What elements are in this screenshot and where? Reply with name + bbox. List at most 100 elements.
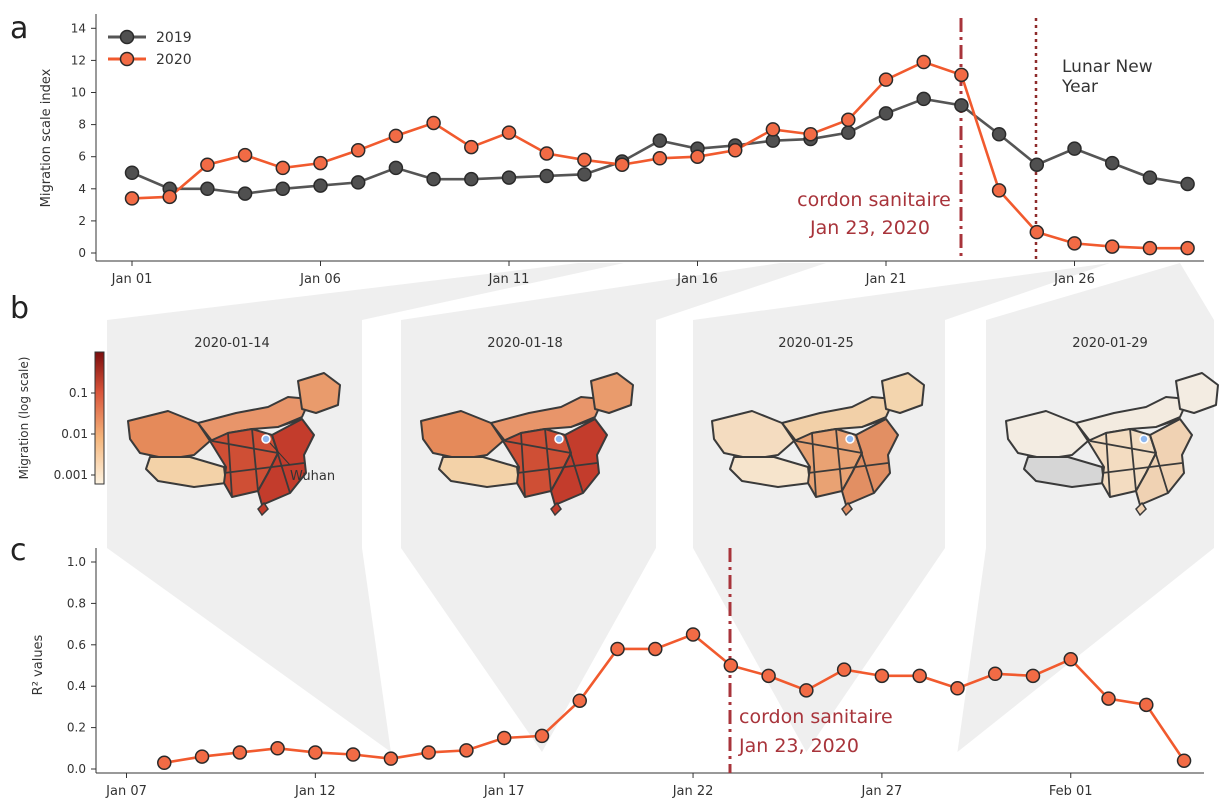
map-row: 2020-01-14 Wuhan 2020-01-18 2020-01-25 2020-… [127, 336, 1219, 517]
hainan-island [257, 501, 269, 517]
connector-wedge [107, 263, 624, 752]
r2-point [534, 728, 550, 744]
r2-point [648, 641, 663, 657]
point-2019 [1180, 176, 1195, 192]
wuhan-marker [261, 434, 271, 444]
x-tick-label: Jan 17 [483, 784, 525, 799]
legend: 2019 2020 [108, 29, 192, 68]
migration-chart: Migration scale index 0 2 4 6 8 10 12 14 Jan 01… [39, 14, 1204, 287]
point-2020 [237, 147, 253, 163]
point-2020 [841, 112, 856, 128]
r2-point [1025, 668, 1041, 684]
cordon-annotation-line1: cordon sanitaire [739, 706, 893, 728]
point-2019 [426, 171, 441, 187]
panel-label-c: c [10, 533, 27, 568]
y-tick-label: 0.4 [67, 679, 86, 693]
x-ticks: Jan 01 Jan 06 Jan 11 Jan 16 Jan 21 Jan 26 [111, 261, 1095, 287]
province-borders [504, 418, 598, 498]
cordon-annotation-line1: cordon sanitaire [797, 189, 951, 211]
point-2019 [200, 181, 215, 197]
point-2020 [916, 54, 931, 70]
y-tick-label: 0.8 [67, 596, 86, 610]
r2-point [308, 745, 323, 760]
region-northeast [297, 372, 341, 414]
x-tick-label: Jan 06 [299, 272, 341, 287]
region-tibet [145, 456, 227, 488]
point-2020 [1067, 236, 1082, 251]
point-2019 [1067, 141, 1082, 156]
point-2020 [124, 191, 140, 206]
point-2019 [878, 106, 894, 121]
point-2019 [501, 170, 517, 185]
y-axis-label: Migration scale index [39, 68, 54, 207]
point-2019 [652, 133, 668, 148]
y-tick-label: 14 [71, 21, 86, 35]
y-tick-label: 1.0 [67, 555, 86, 569]
legend-2019-marker [119, 29, 135, 45]
y-ticks: 0 2 4 6 8 10 12 14 [71, 21, 96, 260]
y-axis-label: R² values [31, 634, 46, 695]
point-2020 [388, 128, 404, 144]
r2-point [1176, 753, 1192, 768]
point-2019 [464, 171, 479, 187]
point-2020 [1142, 240, 1158, 256]
point-2020 [313, 155, 328, 171]
r2-point [761, 668, 776, 684]
hainan-island [1135, 501, 1147, 517]
cordon-annotation-line2: Jan 23, 2020 [738, 735, 859, 757]
x-tick-label: Jan 16 [676, 272, 718, 287]
hainan-island [550, 501, 562, 517]
r2-point [723, 658, 739, 673]
r2-point [610, 641, 625, 657]
r2-line [164, 632, 1186, 765]
point-2019 [275, 181, 291, 197]
legend-2020-marker [119, 51, 135, 67]
point-2020 [765, 122, 781, 137]
panel-label-b: b [10, 291, 29, 326]
point-2020 [1180, 240, 1195, 256]
x-ticks: Jan 07 Jan 12 Jan 17 Jan 22 Jan 27 Feb 01 [105, 773, 1093, 799]
series-group [157, 627, 1192, 771]
point-2020 [954, 67, 969, 83]
x-tick-label: Jan 22 [672, 784, 714, 799]
legend-2019-label: 2019 [156, 30, 192, 46]
r2-point [194, 749, 210, 764]
point-2020 [200, 157, 215, 172]
y-tick-label: 0.6 [67, 638, 86, 652]
cordon-annotation-line2: Jan 23, 2020 [809, 217, 930, 239]
map-2020-01-18: 2020-01-18 [420, 336, 634, 517]
point-2020 [464, 139, 479, 155]
lny-annotation-line1: Lunar New [1062, 57, 1153, 77]
region-northeast [1175, 372, 1219, 414]
connector-wedge [693, 263, 1110, 752]
colorbar-tick-label: 0.1 [69, 386, 88, 400]
point-2020 [803, 126, 818, 142]
point-2019 [1104, 155, 1120, 171]
r2-point [1101, 691, 1116, 706]
province-borders [795, 418, 889, 498]
x-tick-label: Jan 21 [865, 272, 907, 287]
point-2020 [162, 189, 177, 205]
x-tick-label: Jan 12 [294, 784, 336, 799]
wuhan-marker [1139, 434, 1149, 444]
x-tick-label: Jan 26 [1053, 272, 1095, 287]
point-2019 [1029, 157, 1045, 172]
connector-wedge [401, 263, 826, 752]
point-2019 [1142, 170, 1158, 185]
y-tick-label: 0.2 [67, 721, 86, 735]
colorbar-tick-label: 0.01 [61, 427, 88, 441]
y-tick-label: 8 [78, 118, 86, 132]
x-tick-label: Feb 01 [1049, 784, 1093, 799]
region-west [420, 410, 504, 460]
r2-point [874, 668, 890, 684]
r2-point [912, 668, 927, 684]
hainan-island [841, 501, 853, 517]
province-borders [1089, 418, 1183, 498]
point-2020 [501, 125, 517, 140]
region-west [127, 410, 211, 460]
point-2019 [350, 175, 366, 190]
x-tick-label: Jan 01 [111, 272, 153, 287]
point-2020 [539, 146, 554, 161]
y-ticks: 0.0 0.2 0.4 0.6 0.8 1.0 [67, 555, 96, 776]
